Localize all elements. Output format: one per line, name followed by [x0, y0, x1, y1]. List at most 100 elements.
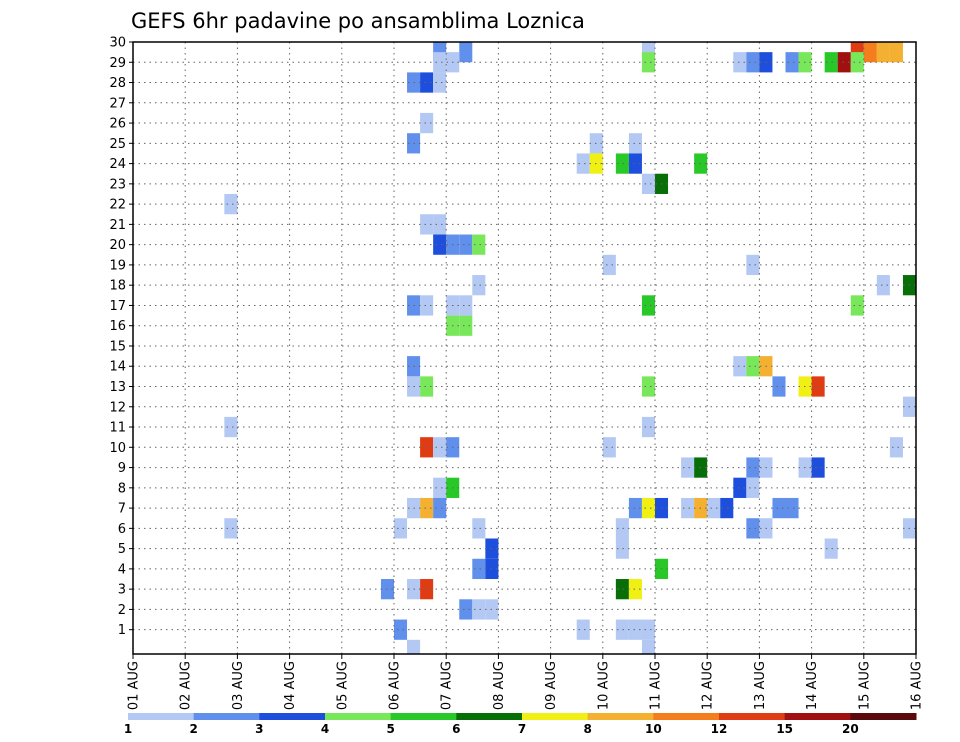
- legend-label: 20: [842, 722, 859, 736]
- precip-cell-30: [641, 173, 655, 194]
- y-tick-label: 11: [109, 421, 126, 436]
- precip-cell-40: [746, 254, 760, 276]
- precip-cell-103: [472, 558, 486, 580]
- precip-cell-9: [641, 52, 655, 73]
- precip-cell-24: [628, 133, 642, 154]
- precip-cell-108: [420, 579, 434, 600]
- legend-swatch: [193, 713, 260, 720]
- x-tick-label: 07 AUG: [440, 661, 455, 710]
- precip-cell-115: [576, 619, 590, 640]
- legend-swatch: [587, 713, 654, 720]
- precip-cell-19: [420, 72, 434, 93]
- x-tick-label: 05 AUG: [335, 661, 350, 710]
- precip-cell-110: [628, 579, 642, 600]
- plot-frame: [132, 41, 917, 655]
- precip-cell-1: [459, 42, 473, 63]
- legend-swatch: [522, 713, 589, 720]
- legend-swatch: [456, 713, 523, 720]
- y-tick-label: 22: [109, 198, 126, 213]
- y-tick-label: 27: [109, 96, 126, 111]
- precip-cell-91: [772, 497, 786, 519]
- y-tick-label: 26: [109, 117, 126, 132]
- legend-label: 8: [583, 722, 591, 736]
- x-tick-label: 03 AUG: [231, 661, 246, 710]
- y-tick-label: 7: [118, 502, 126, 517]
- precip-cell-83: [433, 497, 447, 519]
- precip-cell-101: [615, 538, 629, 559]
- precip-cell-59: [641, 376, 655, 397]
- precip-cell-96: [615, 518, 629, 539]
- y-tick-label: 25: [109, 137, 126, 152]
- legend-label: 7: [518, 722, 526, 736]
- precip-cell-84: [628, 497, 642, 519]
- y-tick-label: 18: [109, 279, 126, 294]
- precip-cell-67: [433, 437, 447, 458]
- precip-cell-102: [824, 538, 838, 559]
- precip-cell-48: [459, 295, 473, 316]
- precip-cell-69: [602, 437, 616, 458]
- precip-cell-80: [746, 477, 760, 498]
- y-tick-label: 2: [118, 603, 126, 618]
- y-tick-label: 10: [109, 441, 126, 456]
- precip-cell-93: [224, 518, 238, 539]
- precip-cell-85: [641, 497, 655, 519]
- precip-cell-89: [707, 497, 721, 519]
- y-tick-label: 21: [109, 218, 126, 233]
- x-tick-label: 06 AUG: [388, 661, 403, 710]
- precip-cell-32: [224, 193, 238, 215]
- precip-cell-4: [863, 42, 877, 63]
- x-tick-label: 11 AUG: [649, 661, 664, 710]
- precip-cell-87: [681, 497, 695, 519]
- y-tick-label: 28: [109, 76, 126, 91]
- x-tick-label: 15 AUG: [857, 661, 872, 710]
- precip-cell-39: [602, 254, 616, 276]
- precip-cell-35: [433, 234, 447, 255]
- y-tick-label: 30: [109, 36, 126, 51]
- y-axis: 1234567891011121314151617181920212223242…: [109, 36, 133, 638]
- legend-swatch: [653, 713, 720, 720]
- precip-cell-17: [850, 52, 864, 73]
- x-tick-label: 08 AUG: [492, 661, 507, 710]
- x-tick-label: 14 AUG: [805, 661, 820, 710]
- legend-label: 1: [124, 722, 132, 736]
- precip-cell-49: [641, 295, 655, 316]
- legend-label: 2: [189, 722, 197, 736]
- y-tick-label: 16: [109, 319, 126, 334]
- y-tick-label: 1: [118, 623, 126, 638]
- precip-cell-71: [681, 457, 695, 478]
- x-tick-label: 13 AUG: [753, 661, 768, 710]
- x-tick-label: 02 AUG: [179, 661, 194, 710]
- legend-label: 12: [711, 722, 728, 736]
- legend-swatch: [325, 713, 392, 720]
- grid-lines: [133, 41, 916, 654]
- precip-cell-28: [628, 153, 642, 174]
- precip-cell-111: [459, 599, 473, 620]
- precip-cell-58: [420, 376, 434, 397]
- precip-cell-76: [811, 457, 825, 478]
- precip-cell-7: [433, 52, 447, 73]
- legend-swatch: [719, 713, 786, 720]
- y-tick-label: 4: [118, 562, 126, 577]
- y-tick-label: 20: [109, 238, 126, 253]
- precip-cell-73: [746, 457, 760, 478]
- precip-cell-109: [615, 579, 629, 600]
- precip-cell-120: [641, 639, 655, 654]
- x-tick-label: 01 AUG: [127, 661, 142, 710]
- precip-cell-16: [837, 52, 851, 73]
- precip-cell-95: [472, 518, 486, 539]
- precip-cell-79: [733, 477, 747, 498]
- precip-cell-13: [785, 52, 799, 73]
- y-tick-label: 24: [109, 157, 126, 172]
- precip-cell-21: [420, 112, 434, 134]
- precip-cell-77: [433, 477, 447, 498]
- precip-cell-15: [824, 52, 838, 73]
- precip-cell-114: [394, 619, 408, 640]
- y-tick-label: 8: [118, 481, 126, 496]
- precip-cell-60: [772, 376, 786, 397]
- x-tick-label: 16 AUG: [910, 661, 925, 710]
- chart-title: GEFS 6hr padavine po ansamblima Loznica: [131, 9, 585, 33]
- y-tick-label: 12: [109, 400, 126, 415]
- precip-cell-97: [746, 518, 760, 539]
- precip-cell-117: [628, 619, 642, 640]
